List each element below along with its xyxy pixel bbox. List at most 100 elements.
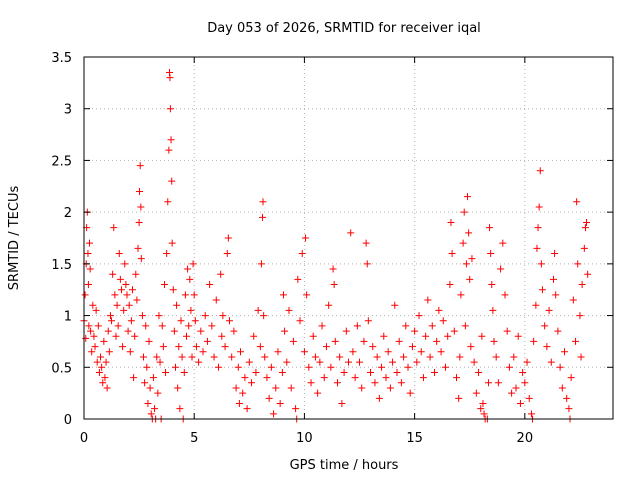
data-point bbox=[104, 327, 112, 335]
data-point bbox=[256, 343, 264, 351]
data-point bbox=[101, 374, 109, 382]
data-point bbox=[525, 394, 533, 402]
data-point bbox=[314, 389, 322, 397]
data-point bbox=[114, 322, 122, 330]
data-point bbox=[224, 234, 232, 242]
data-point bbox=[86, 239, 94, 247]
x-tick-label: 15 bbox=[406, 431, 423, 446]
data-point bbox=[165, 146, 173, 154]
data-point bbox=[424, 296, 432, 304]
data-point bbox=[331, 337, 339, 345]
data-point bbox=[581, 224, 589, 232]
data-point bbox=[484, 379, 492, 387]
data-point bbox=[109, 270, 117, 278]
data-point bbox=[391, 301, 399, 309]
data-points bbox=[80, 69, 592, 423]
data-point bbox=[158, 322, 166, 330]
data-point bbox=[475, 368, 483, 376]
data-point bbox=[576, 312, 584, 320]
data-point bbox=[121, 260, 129, 268]
data-point bbox=[203, 337, 211, 345]
data-point bbox=[141, 379, 149, 387]
data-point bbox=[330, 281, 338, 289]
data-point bbox=[439, 317, 447, 325]
data-point bbox=[446, 281, 454, 289]
data-point bbox=[400, 353, 408, 361]
data-point bbox=[573, 198, 581, 206]
data-point bbox=[140, 353, 148, 361]
data-point bbox=[490, 337, 498, 345]
data-point bbox=[345, 358, 352, 366]
data-point bbox=[426, 353, 434, 361]
data-point bbox=[521, 379, 529, 387]
data-point bbox=[243, 405, 251, 413]
data-point bbox=[192, 343, 200, 351]
data-point bbox=[309, 332, 317, 340]
data-point bbox=[276, 399, 284, 407]
data-point bbox=[472, 389, 480, 397]
data-point bbox=[460, 208, 468, 216]
data-point bbox=[422, 332, 430, 340]
data-point bbox=[170, 327, 178, 335]
axis-ticks: 0 0.5 1 1.5 2 2.5 3 3.5 0 5 10 15 20 bbox=[51, 51, 613, 446]
data-point bbox=[146, 384, 154, 392]
data-point bbox=[535, 203, 543, 211]
data-point bbox=[486, 224, 494, 232]
data-point bbox=[408, 343, 416, 351]
x-tick-label: 10 bbox=[296, 431, 313, 446]
data-point bbox=[184, 265, 192, 273]
y-tick-label: 2.5 bbox=[51, 154, 72, 169]
data-point bbox=[467, 343, 475, 351]
data-point bbox=[87, 327, 95, 335]
data-point bbox=[567, 374, 575, 382]
data-point bbox=[572, 337, 580, 345]
plot-frame bbox=[83, 56, 614, 420]
data-point bbox=[510, 353, 518, 361]
data-point bbox=[110, 224, 118, 232]
data-point bbox=[173, 301, 181, 309]
data-point bbox=[197, 327, 205, 335]
data-point bbox=[389, 358, 397, 366]
data-point bbox=[417, 348, 425, 356]
data-point bbox=[134, 244, 142, 252]
x-tick-label: 20 bbox=[517, 431, 534, 446]
data-point bbox=[171, 363, 179, 371]
data-point bbox=[187, 306, 195, 314]
data-point bbox=[260, 312, 268, 320]
data-point bbox=[156, 358, 164, 366]
data-point bbox=[444, 332, 452, 340]
data-point bbox=[318, 322, 326, 330]
data-point bbox=[159, 343, 167, 351]
chart-title: Day 053 of 2026, SRMTID for receiver iqa… bbox=[207, 21, 481, 36]
y-tick-label: 0.5 bbox=[51, 361, 72, 376]
data-point bbox=[378, 363, 386, 371]
data-point bbox=[441, 363, 449, 371]
data-point bbox=[124, 327, 132, 335]
data-point bbox=[285, 306, 293, 314]
data-point bbox=[435, 306, 443, 314]
data-point bbox=[468, 255, 476, 263]
data-point bbox=[136, 162, 144, 170]
data-point bbox=[508, 389, 516, 397]
data-point bbox=[470, 358, 478, 366]
data-point bbox=[523, 358, 531, 366]
data-point bbox=[537, 260, 545, 268]
data-point bbox=[580, 244, 588, 252]
y-tick-label: 1 bbox=[64, 310, 72, 325]
data-point bbox=[411, 327, 419, 335]
data-point bbox=[82, 334, 90, 342]
data-point bbox=[453, 374, 461, 382]
data-point bbox=[221, 343, 229, 351]
data-point bbox=[113, 301, 121, 309]
data-point bbox=[123, 291, 131, 299]
data-point bbox=[279, 291, 287, 299]
data-point bbox=[556, 363, 564, 371]
data-point bbox=[95, 368, 103, 376]
data-point bbox=[132, 270, 140, 278]
data-point bbox=[145, 337, 153, 345]
data-point bbox=[261, 353, 269, 361]
y-tick-label: 2 bbox=[64, 206, 72, 221]
data-point bbox=[155, 312, 163, 320]
data-point bbox=[371, 379, 379, 387]
